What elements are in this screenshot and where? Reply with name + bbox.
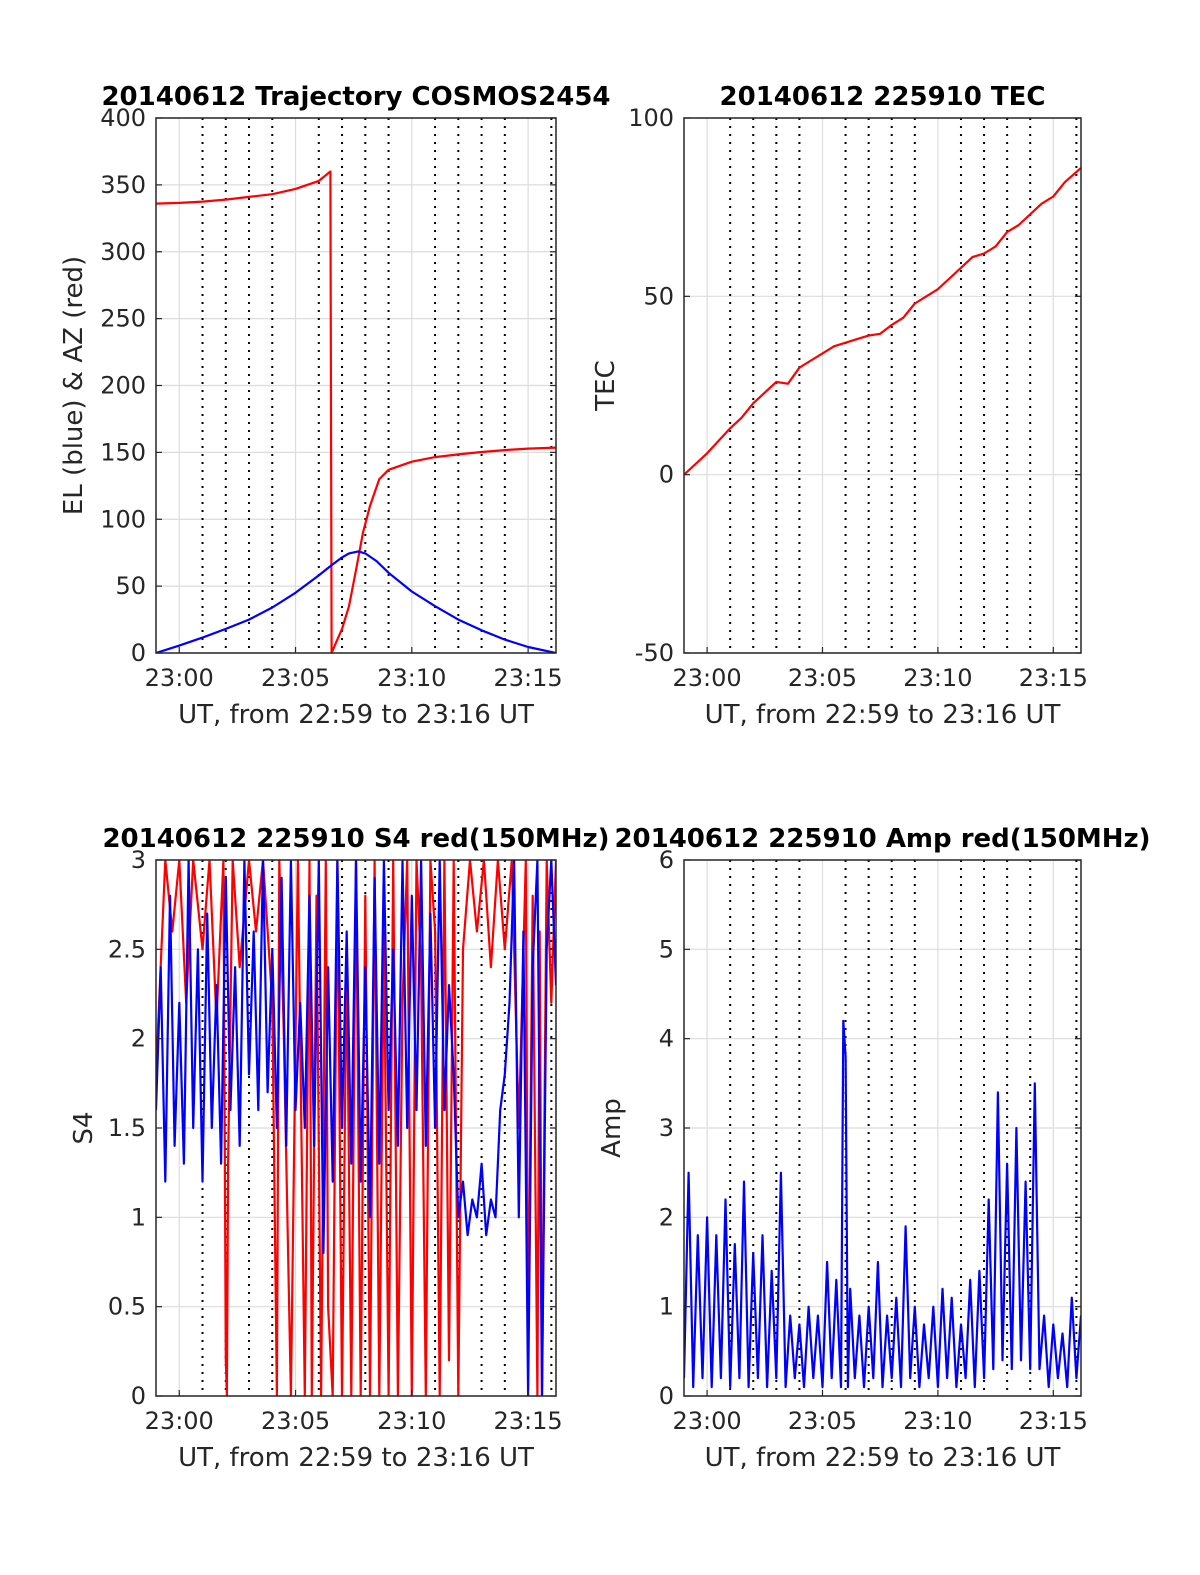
y-tick-label: 1 [131,1203,146,1231]
x-tick-label: 23:10 [903,1407,972,1435]
x-tick-label: 23:15 [494,1407,563,1435]
axes-box [683,117,1082,654]
x-axis-label: UT, from 22:59 to 23:16 UT [705,1443,1061,1473]
x-tick-label: 23:10 [377,664,446,692]
y-tick-label: 150 [100,438,146,466]
chart-title: 20140612 225910 S4 red(150MHz) [102,824,609,854]
series-trajectory-0 [156,170,556,653]
y-axis-label: EL (blue) & AZ (red) [59,256,89,515]
series-group [156,860,556,1396]
y-tick-label: -50 [635,639,674,667]
chart-trajectory: 0 50 100 150 200 250 300 350 400 23:00 23:05 23:10 2… [59,82,611,730]
chart-s4: 0 0.5 1 1.5 2 2.5 3 23:00 23:05 23:10 23:15 2014061… [69,824,610,1473]
x-tick-label: 23:05 [261,664,330,692]
x-axis-label: UT, from 22:59 to 23:16 UT [178,700,534,730]
series-s4-0 [156,860,556,1396]
y-tick-label: 5 [659,935,674,963]
y-tick-label: 2 [131,1025,146,1053]
series-s4-1 [156,860,556,1396]
x-tick-label: 23:15 [1019,1407,1088,1435]
y-tick-label: 0 [659,461,674,489]
x-tick-label: 23:15 [494,664,563,692]
y-tick-label: 50 [643,282,674,310]
series-group [684,167,1081,476]
y-axis-label: Amp [597,1098,627,1158]
y-tick-label: 200 [100,372,146,400]
y-tick-label: 6 [659,846,674,874]
y-axis-label: TEC [591,360,621,411]
y-tick-label: 300 [100,238,146,266]
y-tick-label: 2.5 [108,935,146,963]
x-tick-label: 23:10 [377,1407,446,1435]
x-tick-label: 23:00 [145,1407,214,1435]
y-tick-label: 3 [131,846,146,874]
y-tick-label: 350 [100,171,146,199]
series-group [156,170,556,653]
y-tick-label: 50 [115,572,146,600]
y-tick-label: 0 [659,1382,674,1410]
x-axis-label: UT, from 22:59 to 23:16 UT [178,1443,534,1473]
series-amp-0 [684,1019,1081,1389]
y-tick-label: 100 [100,505,146,533]
x-tick-label: 23:00 [672,1407,741,1435]
y-axis-label: S4 [69,1111,99,1144]
y-tick-label: 0 [131,639,146,667]
y-tick-label: 4 [659,1025,674,1053]
series-group [684,1019,1081,1389]
x-tick-label: 23:15 [1019,664,1088,692]
y-tick-label: 1.5 [108,1114,146,1142]
series-trajectory-1 [156,550,556,653]
y-tick-label: 100 [628,104,674,132]
chart-title: 20140612 Trajectory COSMOS2454 [101,82,610,112]
chart-tec: -50 0 50 100 23:00 23:05 23:10 23:15 20140612 22… [591,82,1088,730]
x-tick-label: 23:05 [788,1407,857,1435]
chart-title: 20140612 225910 TEC [720,82,1046,112]
y-tick-label: 250 [100,305,146,333]
y-tick-label: 400 [100,104,146,132]
series-tec-0 [684,167,1081,476]
chart-title: 20140612 225910 Amp red(150MHz) [614,824,1150,854]
y-tick-label: 3 [659,1114,674,1142]
y-tick-label: 2 [659,1203,674,1231]
x-axis-label: UT, from 22:59 to 23:16 UT [705,700,1061,730]
y-tick-label: 1 [659,1293,674,1321]
y-tick-label: 0.5 [108,1293,146,1321]
x-tick-label: 23:10 [903,664,972,692]
chart-amp: 0 1 2 3 4 5 6 23:00 23:05 23:10 23:15 20140612 2259… [597,824,1151,1473]
y-tick-label: 0 [131,1382,146,1410]
x-tick-label: 23:05 [261,1407,330,1435]
x-tick-label: 23:00 [672,664,741,692]
x-tick-label: 23:05 [788,664,857,692]
x-tick-label: 23:00 [145,664,214,692]
